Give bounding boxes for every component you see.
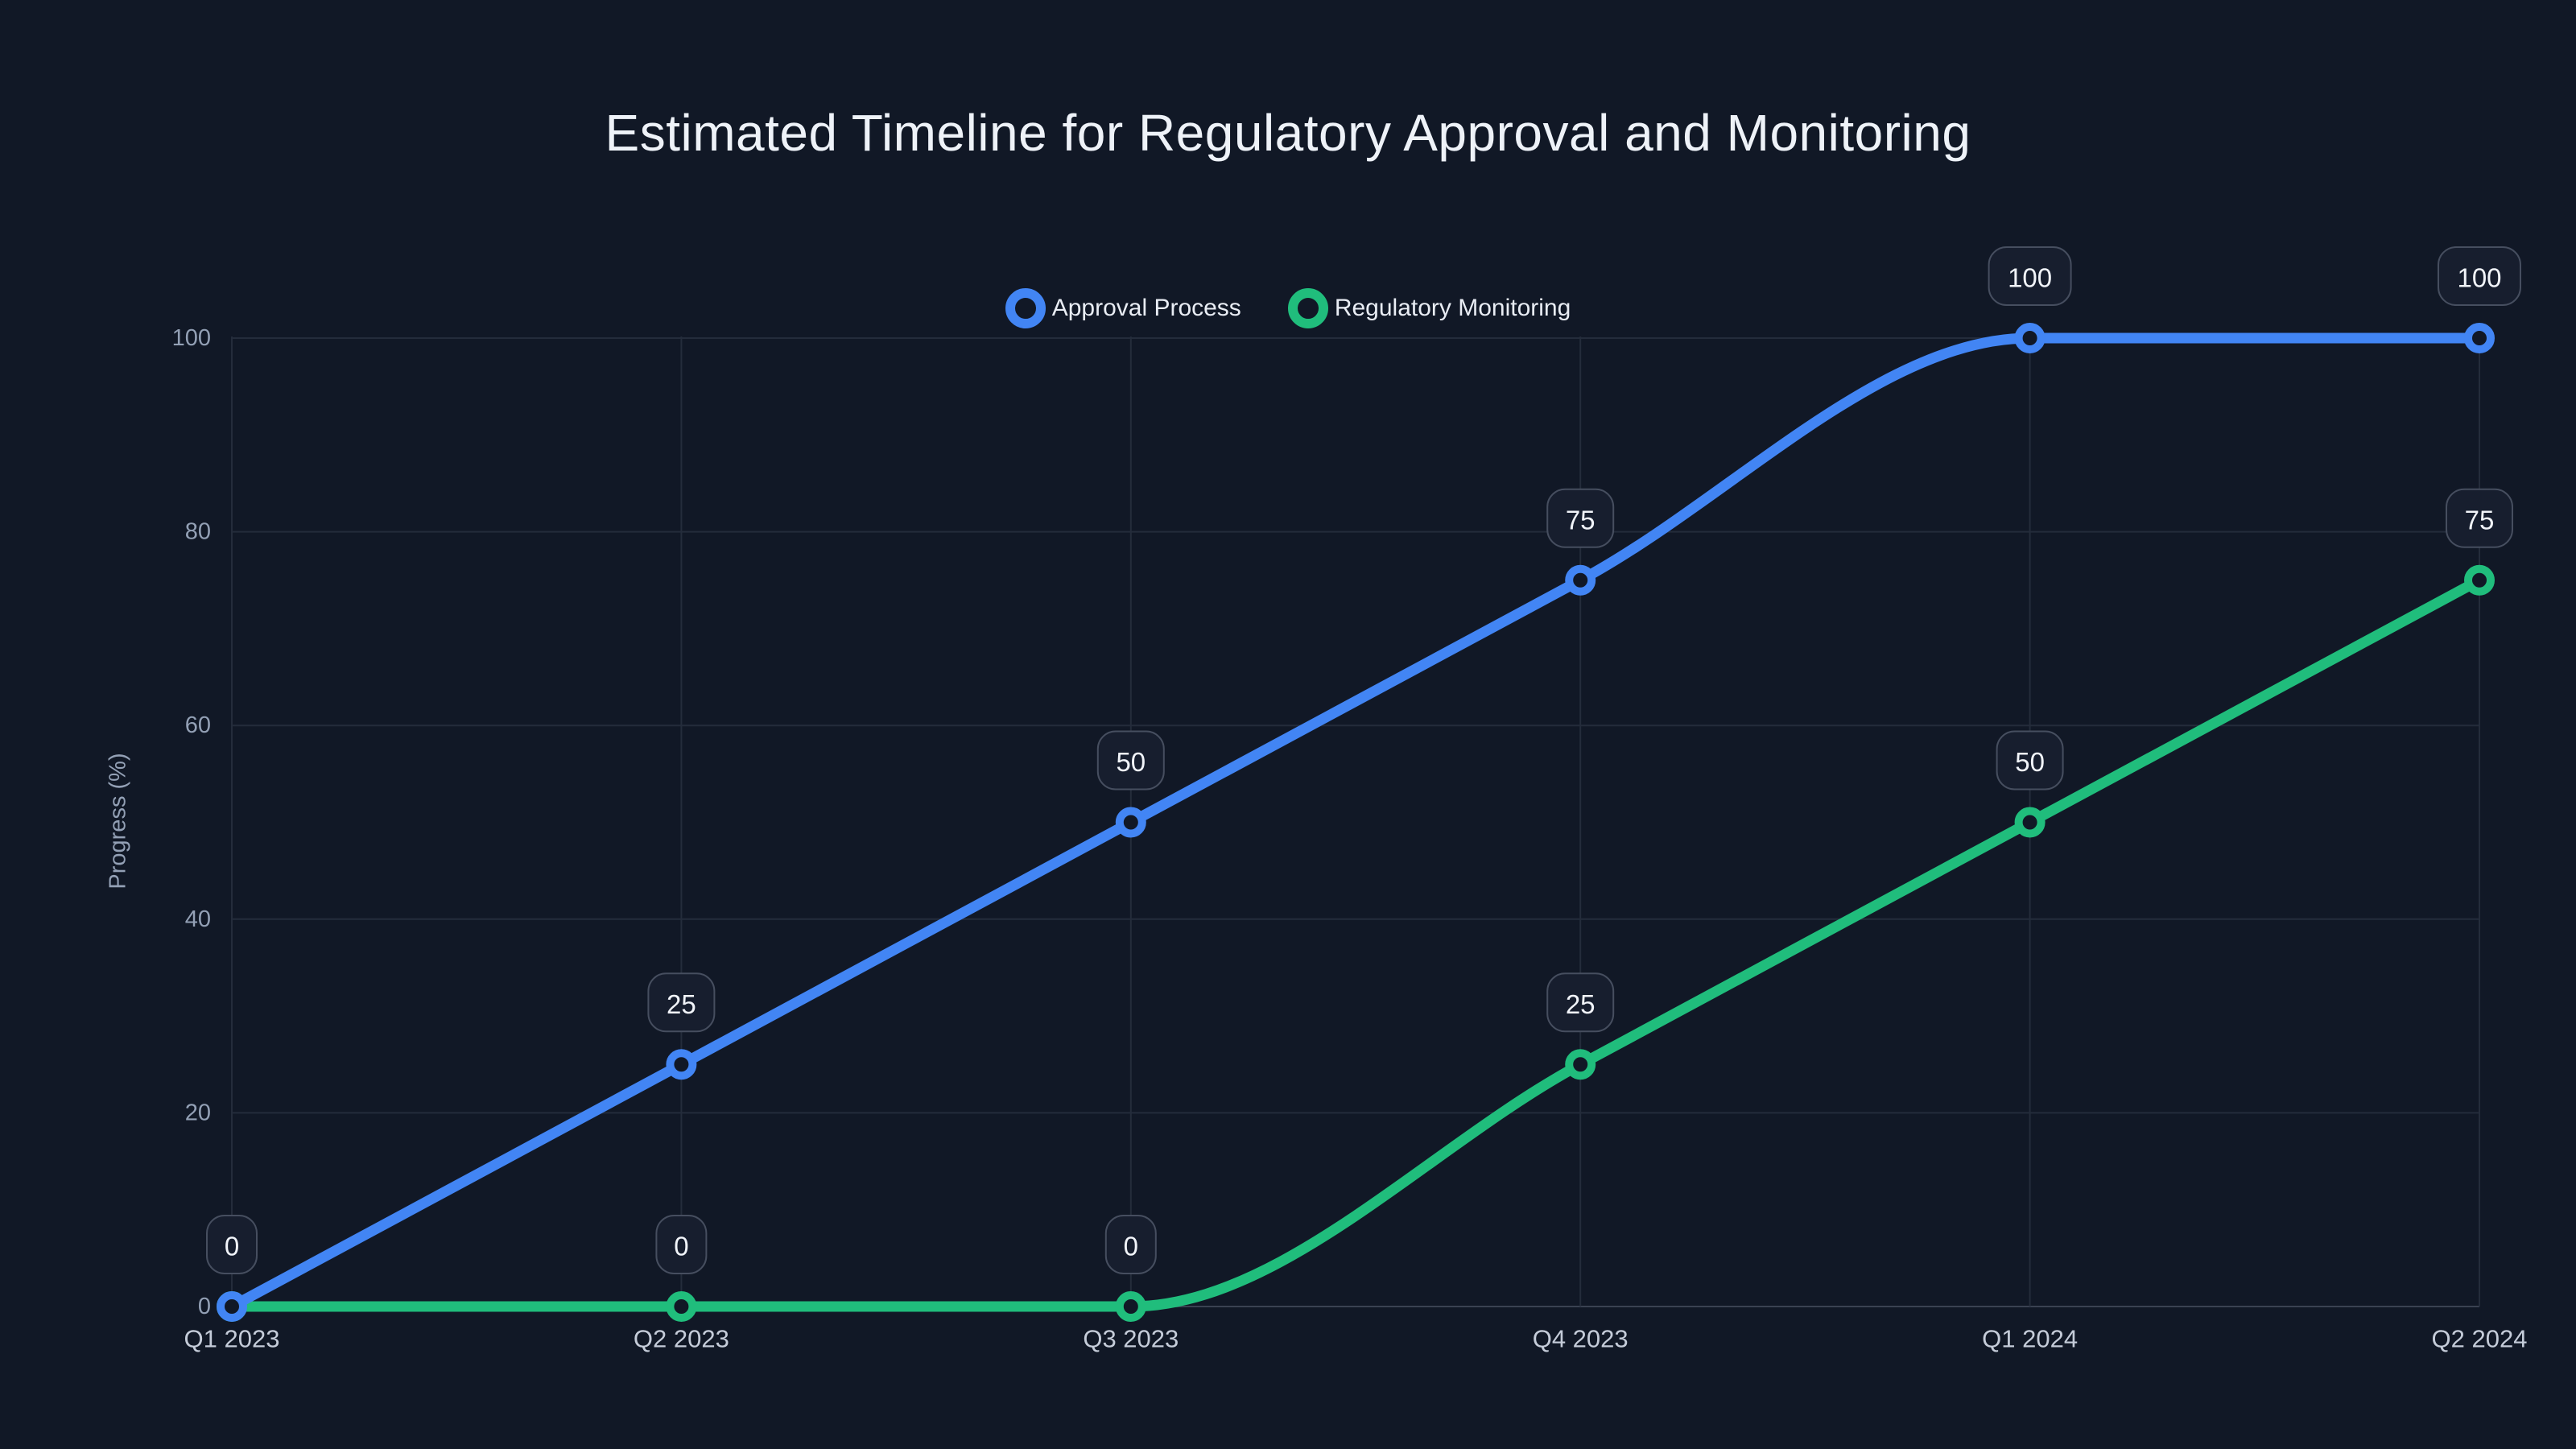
series-points-approval-process — [217, 323, 2495, 1322]
vertical-gridlines — [231, 336, 2480, 1307]
x-tick-label: Q2 2024 — [2432, 1325, 2528, 1353]
point-label: 25 — [1546, 972, 1615, 1033]
data-point-approval-process[interactable] — [1565, 564, 1596, 596]
point-label: 100 — [1988, 246, 2072, 306]
x-tick-label: Q2 2023 — [634, 1325, 729, 1353]
point-label-text: 100 — [2457, 263, 2501, 293]
y-tick-label: 0 — [198, 1294, 211, 1319]
data-point-regulatory-monitoring[interactable] — [2014, 807, 2046, 838]
point-label: 0 — [1104, 1215, 1157, 1274]
point-label-text: 0 — [674, 1232, 688, 1261]
data-point-approval-process[interactable] — [2464, 323, 2495, 353]
point-label: 0 — [206, 1215, 258, 1274]
point-label-box — [1096, 730, 1165, 791]
data-point-approval-process[interactable] — [666, 1049, 697, 1080]
x-tick-label: Q1 2024 — [1982, 1325, 2078, 1353]
point-label-text: 0 — [225, 1232, 239, 1261]
y-tick-label: 80 — [185, 519, 211, 545]
point-label: 50 — [1996, 730, 2064, 791]
horizontal-gridlines — [232, 337, 2479, 1307]
data-point-regulatory-monitoring[interactable] — [1565, 1049, 1596, 1080]
point-label: 100 — [2438, 246, 2521, 306]
point-label-box — [647, 972, 716, 1033]
point-label-box — [1104, 1215, 1157, 1274]
y-tick-label: 60 — [185, 712, 211, 738]
point-label-box — [2438, 246, 2521, 306]
point-label-text: 100 — [2008, 263, 2052, 293]
legend-item-approval-process[interactable]: Approval Process — [1005, 288, 1241, 328]
point-label: 25 — [647, 972, 716, 1033]
point-label-text: 50 — [1116, 747, 1146, 777]
legend-item-regulatory-monitoring[interactable]: Regulatory Monitoring — [1287, 288, 1571, 328]
data-point-regulatory-monitoring[interactable] — [1115, 1291, 1146, 1322]
chart-title: Estimated Timeline for Regulatory Approv… — [605, 104, 1971, 162]
point-labels: 0 25 50 75 100 100 0 0 25 50 75 — [206, 246, 2521, 1274]
y-tick-label: 40 — [185, 906, 211, 932]
point-label: 50 — [1096, 730, 1165, 791]
data-point-approval-process[interactable] — [2014, 323, 2046, 353]
x-tick-labels: Q1 2023 Q2 2023 Q3 2023 Q4 2023 Q1 2024 Q2 20… — [184, 1325, 2528, 1353]
point-label: 75 — [1546, 488, 1615, 548]
point-label-text: 0 — [1124, 1232, 1138, 1261]
point-label-text: 25 — [667, 989, 696, 1019]
legend-item-label: Approval Process — [1051, 295, 1241, 321]
point-label-box — [2446, 488, 2513, 548]
x-tick-label: Q4 2023 — [1533, 1325, 1629, 1353]
point-label-box — [1996, 730, 2064, 791]
y-tick-label: 100 — [172, 325, 211, 351]
point-label-box — [1988, 246, 2072, 306]
point-label-text: 50 — [2015, 747, 2045, 777]
series-line-regulatory-monitoring — [226, 575, 2485, 1312]
point-label-text: 75 — [1566, 505, 1596, 535]
series-line-approval-process — [226, 332, 2485, 1312]
point-label-text: 75 — [2465, 505, 2495, 535]
point-label-box — [1546, 972, 1615, 1033]
data-point-approval-process[interactable] — [1115, 807, 1146, 838]
point-label-box — [1546, 488, 1615, 548]
point-label: 0 — [655, 1215, 708, 1274]
y-tick-labels: 0 20 40 60 80 100 — [172, 325, 211, 1319]
data-point-regulatory-monitoring[interactable] — [2464, 564, 2495, 596]
point-label-box — [655, 1215, 708, 1274]
point-label: 75 — [2446, 488, 2513, 548]
point-label-box — [206, 1215, 258, 1274]
legend-item-label: Regulatory Monitoring — [1334, 295, 1571, 321]
series-points-regulatory-monitoring — [217, 564, 2495, 1322]
legend: Approval Process Regulatory Monitoring — [0, 287, 2576, 330]
point-label-text: 25 — [1566, 989, 1596, 1019]
data-point-regulatory-monitoring[interactable] — [666, 1291, 697, 1322]
data-point-approval-process[interactable] — [217, 1291, 247, 1322]
y-tick-label: 20 — [185, 1100, 211, 1125]
x-tick-label: Q1 2023 — [184, 1325, 280, 1353]
x-tick-label: Q3 2023 — [1083, 1325, 1179, 1353]
